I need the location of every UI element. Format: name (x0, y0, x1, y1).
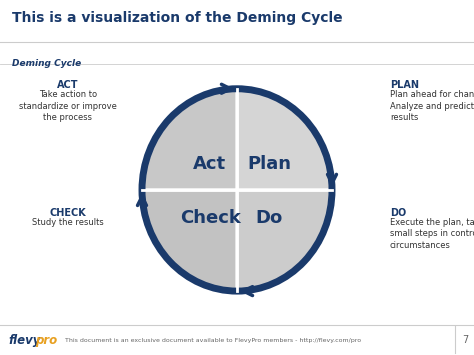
Text: This is a visualization of the Deming Cycle: This is a visualization of the Deming Cy… (12, 11, 343, 24)
Text: Plan ahead for change
Analyze and predict the
results: Plan ahead for change Analyze and predic… (390, 90, 474, 122)
Text: Plan: Plan (247, 155, 291, 173)
Wedge shape (142, 89, 237, 190)
Text: Act: Act (192, 155, 226, 173)
Text: flevy: flevy (8, 334, 40, 346)
Text: CHECK: CHECK (50, 208, 86, 218)
Text: Take action to
standardize or improve
the process: Take action to standardize or improve th… (19, 90, 117, 122)
Text: ACT: ACT (57, 80, 79, 90)
Text: This document is an exclusive document available to FlevyPro members - http://fl: This document is an exclusive document a… (65, 338, 361, 343)
Text: DO: DO (390, 208, 406, 218)
Wedge shape (237, 89, 332, 190)
Wedge shape (237, 190, 332, 291)
Text: Study the results: Study the results (32, 218, 104, 226)
Text: pro: pro (35, 334, 57, 346)
Text: Check: Check (181, 209, 241, 226)
Wedge shape (142, 190, 237, 291)
Text: Execute the plan, taking
small steps in controlled
circumstances: Execute the plan, taking small steps in … (390, 218, 474, 250)
Text: Deming Cycle: Deming Cycle (12, 59, 81, 68)
Text: 7: 7 (462, 335, 468, 345)
Text: PLAN: PLAN (390, 80, 419, 90)
Text: Do: Do (255, 209, 283, 226)
